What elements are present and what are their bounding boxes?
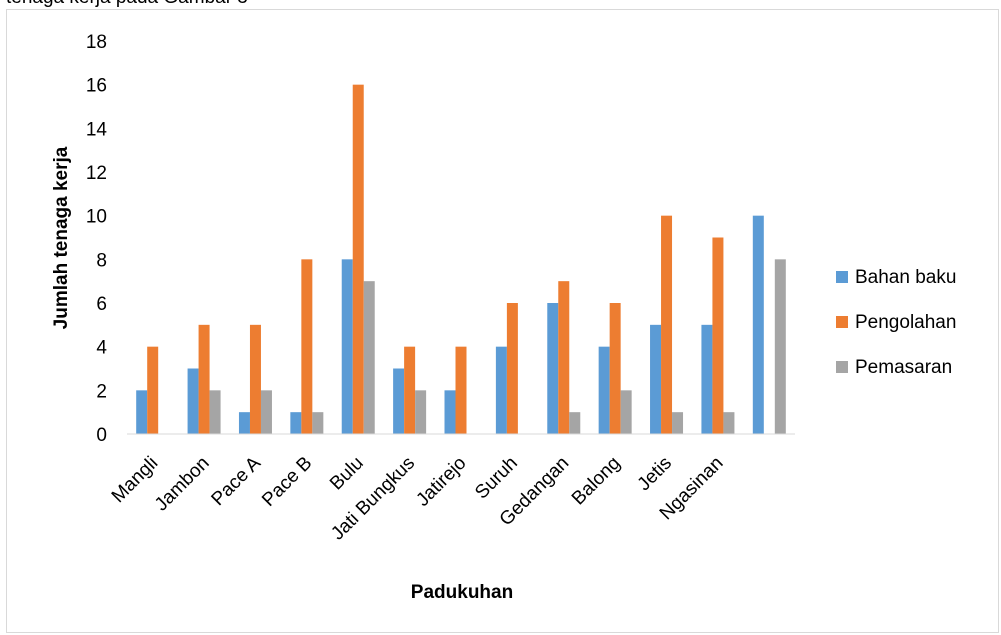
x-tick-label: Bulu — [326, 453, 368, 495]
legend-label: Pemasaran — [855, 357, 952, 378]
chart-frame — [6, 9, 999, 633]
bar-pengolahan — [301, 259, 313, 434]
bar-pengolahan — [147, 346, 159, 434]
chart-bars — [136, 84, 786, 435]
bar-pemasaran — [209, 390, 221, 434]
y-axis-ticks: 0 2 4 6 8 10 12 14 16 18 — [86, 32, 108, 446]
bar-bahan-baku — [187, 368, 199, 434]
y-tick-label: 0 — [96, 425, 107, 446]
bar-pengolahan — [198, 324, 210, 434]
bar-pemasaran — [260, 390, 272, 434]
x-tick-label: Jatirejo — [412, 453, 470, 511]
bar-pemasaran — [363, 281, 375, 434]
legend: Bahan baku Pengolahan Pemasaran — [836, 267, 956, 378]
bar-bahan-baku — [393, 368, 405, 434]
x-tick-label: Jambon — [151, 453, 214, 516]
bar-bahan-baku — [444, 390, 456, 434]
bar-pengolahan — [455, 346, 467, 434]
bar-bahan-baku — [547, 303, 559, 434]
bar-pemasaran — [312, 412, 324, 434]
y-tick-label: 8 — [96, 250, 107, 271]
x-tick-label: Pace A — [208, 452, 266, 510]
x-tick-label: Jetis — [634, 453, 676, 495]
bar-pemasaran — [569, 412, 581, 434]
legend-swatch — [836, 316, 848, 328]
bar-pengolahan — [506, 303, 518, 434]
legend-label: Bahan baku — [855, 267, 956, 288]
x-tick-label: Pace B — [258, 453, 316, 511]
legend-swatch — [836, 361, 848, 373]
bar-pengolahan — [609, 303, 621, 434]
legend-swatch — [836, 271, 848, 283]
bar-pengolahan — [404, 346, 416, 434]
bar-bahan-baku — [495, 346, 507, 434]
bar-pemasaran — [620, 390, 632, 434]
bar-pengolahan — [352, 84, 364, 435]
y-tick-label: 4 — [96, 338, 107, 359]
x-axis-title: Padukuhan — [411, 582, 513, 603]
bar-bahan-baku — [598, 346, 610, 434]
bar-bahan-baku — [290, 412, 302, 434]
y-tick-label: 16 — [86, 76, 107, 97]
y-axis-title: Jumlah tenaga kerja — [51, 146, 72, 329]
bar-bahan-baku — [650, 324, 662, 434]
y-tick-label: 18 — [86, 32, 107, 53]
bar-pemasaran — [415, 390, 427, 434]
bar-pengolahan — [661, 215, 673, 434]
y-tick-label: 10 — [86, 207, 107, 228]
bar-bahan-baku — [238, 412, 250, 434]
bar-pemasaran — [672, 412, 684, 434]
bar-bahan-baku — [701, 324, 713, 434]
caption-fragment: tenaga kerja pada Gambar 3 — [6, 0, 248, 9]
bar-pemasaran — [723, 412, 735, 434]
y-tick-label: 14 — [86, 119, 108, 140]
bar-pengolahan — [558, 281, 570, 434]
bar-pemasaran — [774, 259, 786, 434]
x-tick-label: Balong — [568, 453, 625, 510]
bar-bahan-baku — [341, 259, 353, 434]
y-tick-label: 6 — [96, 294, 107, 315]
y-tick-label: 12 — [86, 163, 107, 184]
bar-pengolahan — [249, 324, 261, 434]
bar-bahan-baku — [752, 215, 764, 434]
bar-bahan-baku — [136, 390, 148, 434]
legend-label: Pengolahan — [855, 312, 956, 333]
y-tick-label: 2 — [96, 381, 107, 402]
bar-pengolahan — [712, 237, 724, 434]
